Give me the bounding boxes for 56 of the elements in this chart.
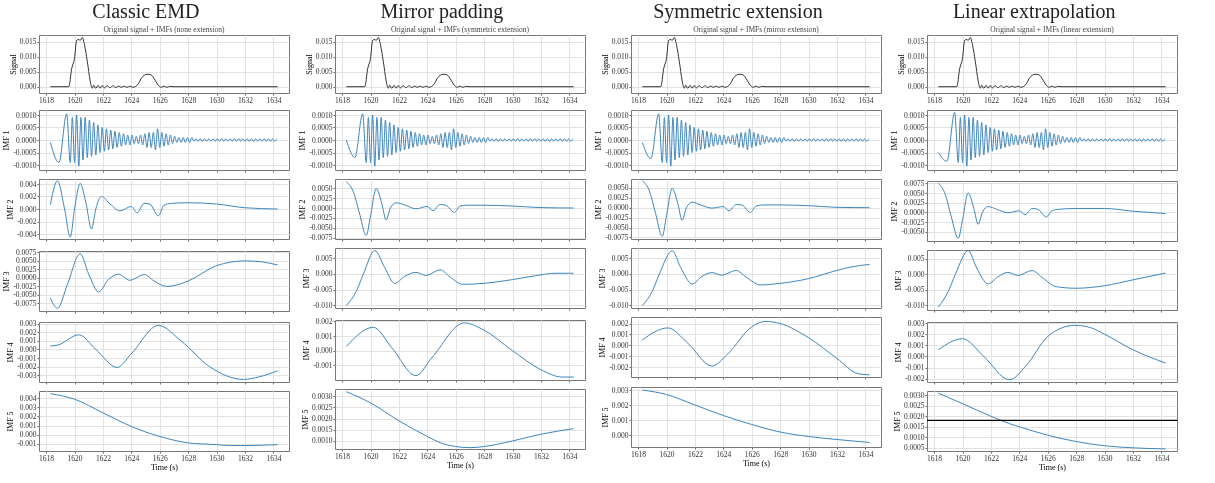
y-axis-title: IMF 4 [302, 340, 312, 361]
line-series [641, 320, 871, 376]
line-series [49, 393, 279, 447]
line-series [937, 250, 1167, 308]
y-axis-title: IMF 3 [302, 268, 312, 289]
line-series [345, 250, 575, 306]
line-series [345, 36, 575, 90]
line-series [345, 391, 575, 449]
line-series [49, 324, 279, 380]
line-series [937, 112, 1166, 167]
y-axis-title: IMF 4 [894, 342, 904, 363]
y-axis-title: Signal [600, 53, 610, 75]
y-axis-title: IMF 1 [298, 130, 308, 151]
line-series [641, 113, 870, 167]
y-axis-title: Signal [304, 53, 314, 75]
line-series [345, 113, 574, 167]
y-axis-title: IMF 2 [298, 199, 308, 220]
line-series [937, 182, 1167, 239]
line-series [937, 324, 1167, 381]
y-axis-title: IMF 2 [890, 201, 900, 222]
y-axis-title: IMF 3 [2, 271, 12, 292]
line-series [937, 36, 1167, 90]
y-axis-title: IMF 5 [6, 411, 16, 432]
x-axis-title: Time (s) [742, 459, 771, 468]
line-series [49, 113, 278, 167]
y-axis-title: IMF 1 [2, 130, 12, 151]
y-axis-title: IMF 5 [300, 409, 310, 430]
line-series [641, 180, 871, 237]
y-axis-title: IMF 5 [892, 411, 902, 432]
y-axis-title: IMF 2 [6, 199, 16, 220]
chart-title: Symmetric extension [653, 0, 823, 23]
y-axis-title: IMF 1 [594, 130, 604, 151]
y-axis-title: Signal [8, 53, 18, 75]
y-axis-title: IMF 1 [890, 130, 900, 151]
chart-title: Linear extrapolation [952, 0, 1116, 23]
line-series [641, 36, 871, 90]
y-axis-title: IMF 5 [600, 407, 610, 428]
line-series [937, 392, 1167, 450]
y-axis-title: IMF 4 [6, 342, 16, 363]
y-axis-title: IMF 3 [894, 270, 904, 291]
y-axis-title: IMF 2 [594, 199, 604, 220]
line-series [49, 36, 279, 90]
line-series [641, 389, 871, 443]
line-series [49, 180, 279, 238]
chart-title: Mirror padding [380, 0, 504, 23]
chart-title: Classic EMD [92, 0, 200, 22]
y-axis-title: Signal [896, 53, 906, 75]
x-axis-title: Time (s) [446, 461, 475, 470]
y-axis-title: IMF 3 [598, 268, 608, 289]
line-series [345, 181, 575, 236]
line-series [641, 250, 871, 306]
y-axis-title: IMF 4 [598, 337, 608, 358]
x-axis-title: Time (s) [150, 463, 179, 472]
x-axis-title: Time (s) [1038, 463, 1067, 472]
line-series [49, 253, 279, 309]
line-series [345, 322, 575, 378]
